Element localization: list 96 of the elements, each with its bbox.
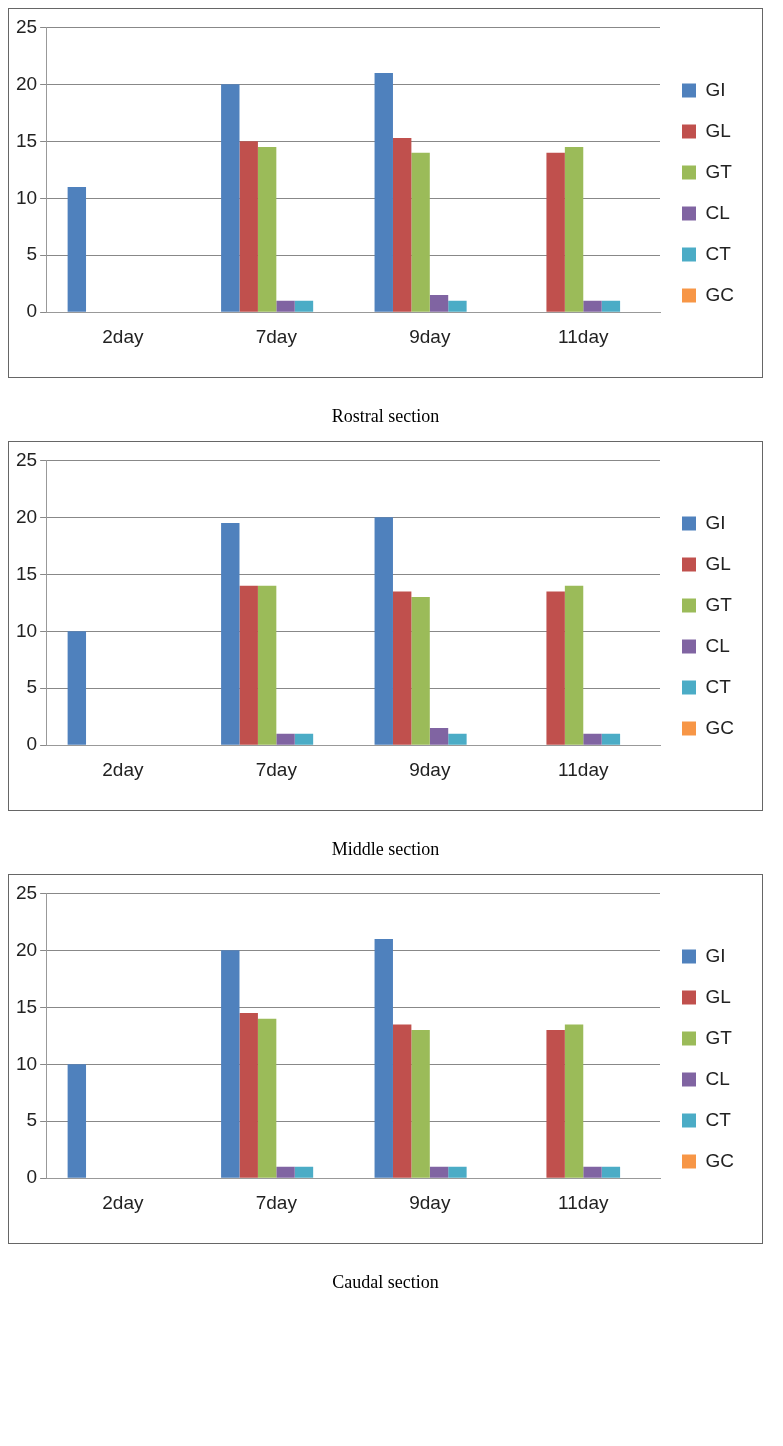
bar: [448, 733, 467, 745]
bar: [276, 1166, 295, 1178]
bar: [411, 597, 430, 745]
bar: [221, 950, 240, 1178]
bar: [392, 137, 412, 312]
y-tick-label: 15: [15, 129, 38, 151]
legend-label: GC: [705, 283, 734, 305]
legend-label: GL: [705, 985, 731, 1007]
legend-label: GL: [705, 119, 731, 141]
bar: [601, 1166, 621, 1178]
x-tick-label: 2day: [102, 325, 144, 347]
bar: [294, 733, 314, 745]
y-tick-label: 5: [26, 243, 38, 265]
x-tick-label: 9day: [409, 325, 451, 347]
bar: [276, 733, 295, 745]
bar: [221, 523, 240, 745]
bar: [601, 733, 621, 745]
bar: [546, 152, 565, 312]
legend-label: GI: [705, 511, 726, 533]
legend-label: GC: [705, 1149, 734, 1171]
bar: [583, 733, 602, 745]
bar: [448, 300, 467, 312]
bar: [239, 141, 258, 312]
x-tick-label: 11day: [558, 758, 609, 780]
bar: [374, 517, 393, 745]
bar: [583, 1166, 602, 1178]
y-tick-label: 5: [26, 1109, 38, 1131]
bar: [429, 295, 449, 312]
y-tick-label: 10: [15, 1052, 38, 1074]
bar: [67, 186, 87, 312]
bar: [239, 1013, 258, 1178]
bar: [221, 84, 240, 312]
bar: [601, 300, 621, 312]
legend-label: CL: [705, 1067, 730, 1089]
y-tick-label: 20: [15, 938, 38, 960]
y-tick-label: 10: [15, 186, 38, 208]
y-tick-label: 15: [15, 562, 38, 584]
bar: [257, 1018, 277, 1178]
text: Caudal section: [331, 1272, 440, 1293]
y-tick-label: 10: [15, 619, 38, 641]
legend-label: CL: [705, 201, 730, 223]
legend-label: CT: [705, 242, 732, 264]
legend-label: GI: [705, 944, 726, 966]
bar: [67, 1064, 87, 1178]
x-tick-label: 11day: [558, 1191, 609, 1213]
legend-label: CT: [705, 1108, 732, 1130]
text: Middle section: [330, 839, 441, 860]
bar: [448, 1166, 467, 1178]
x-tick-label: 9day: [409, 758, 451, 780]
legend-label: GI: [705, 78, 726, 100]
bar: [429, 1166, 449, 1178]
x-tick-label: 9day: [409, 1191, 451, 1213]
y-tick-label: 25: [15, 448, 38, 470]
bar: [583, 300, 602, 312]
y-tick-label: 25: [15, 15, 38, 37]
bar: [276, 300, 295, 312]
bar: [564, 585, 584, 745]
bar: [411, 1030, 430, 1178]
y-tick-label: 25: [15, 881, 38, 903]
y-tick-label: 0: [26, 1166, 38, 1188]
bar: [294, 1166, 314, 1178]
legend-label: CT: [705, 675, 732, 697]
bar: [564, 147, 584, 312]
legend-label: GT: [705, 593, 733, 615]
x-tick-label: 7day: [255, 1191, 298, 1213]
y-tick-label: 20: [15, 505, 38, 527]
y-tick-label: 5: [26, 676, 38, 698]
bar: [546, 1030, 565, 1178]
bar: [257, 585, 277, 745]
y-tick-label: 20: [15, 72, 38, 94]
bar: [546, 591, 565, 745]
legend-label: GC: [705, 716, 734, 738]
bar: [67, 631, 87, 745]
bar: [294, 300, 314, 312]
legend-label: GL: [705, 552, 731, 574]
text: Rostral section: [330, 406, 441, 427]
bar: [257, 147, 277, 312]
legend-label: CL: [705, 634, 730, 656]
legend-label: GT: [705, 160, 733, 182]
bar: [239, 585, 258, 745]
bar: [374, 72, 393, 312]
legend-label: GT: [705, 1026, 733, 1048]
bar: [411, 152, 430, 312]
x-tick-label: 7day: [255, 325, 298, 347]
bar: [392, 1024, 412, 1178]
x-tick-label: 2day: [102, 1191, 144, 1213]
bar: [564, 1024, 584, 1178]
x-tick-label: 11day: [558, 325, 609, 347]
bar: [429, 728, 449, 745]
bar: [374, 938, 393, 1178]
y-tick-label: 0: [26, 300, 38, 322]
x-tick-label: 2day: [102, 758, 144, 780]
y-tick-label: 0: [26, 733, 38, 755]
bar: [392, 591, 412, 745]
y-tick-label: 15: [15, 995, 38, 1017]
x-tick-label: 7day: [255, 758, 298, 780]
